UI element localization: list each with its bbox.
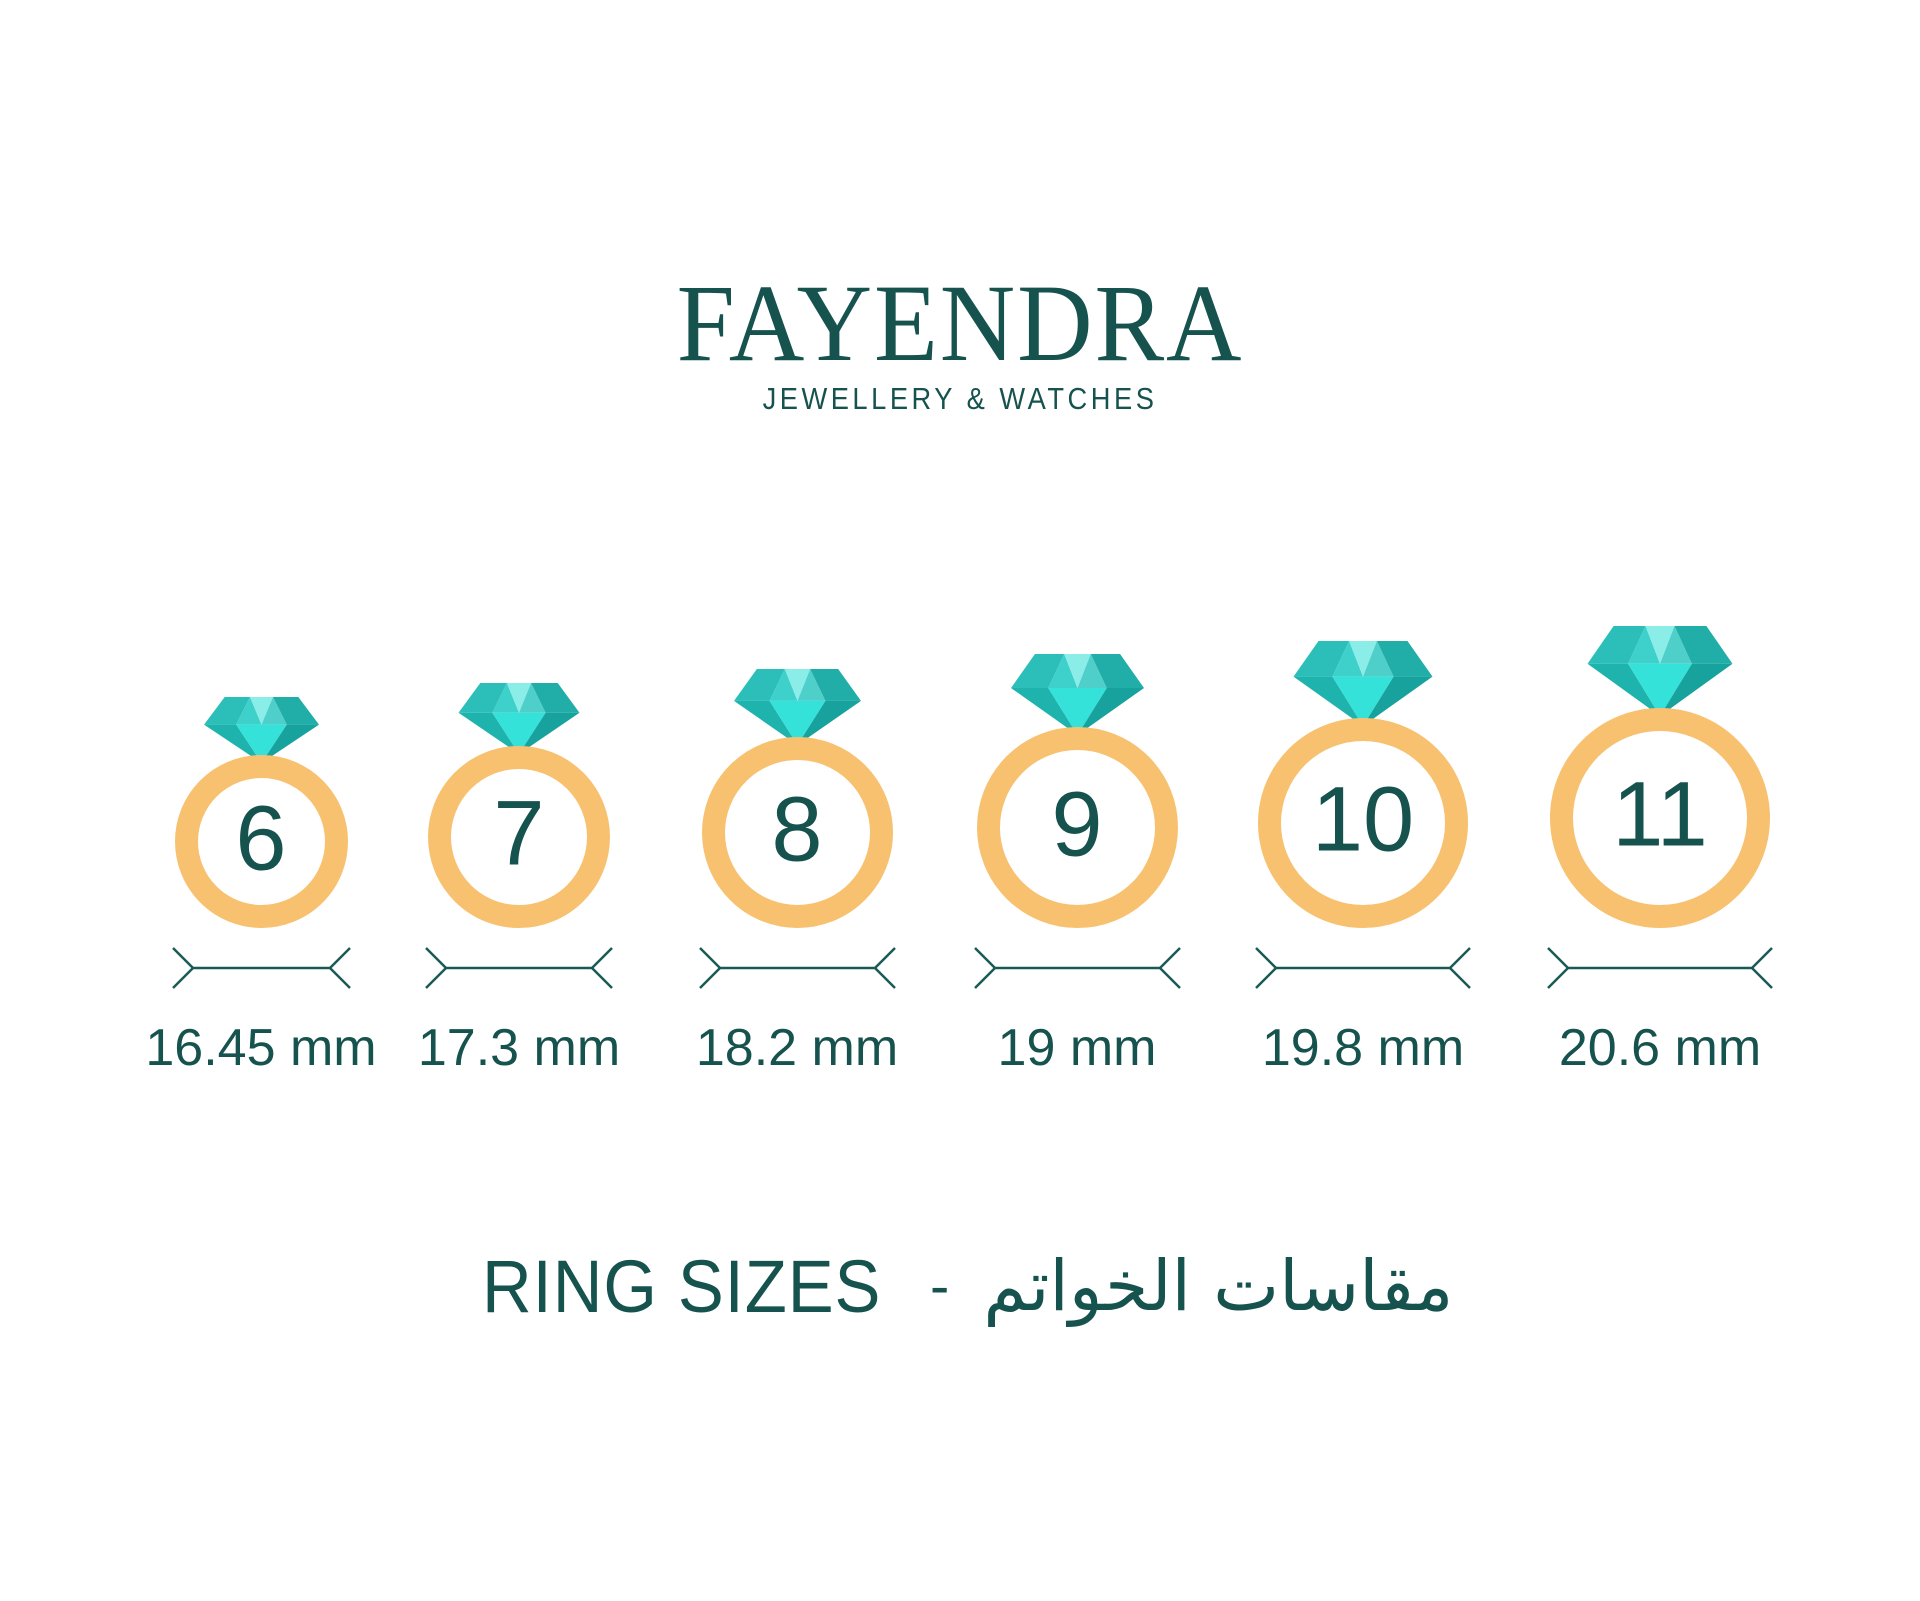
width-label: 20.6 mm (1558, 1019, 1762, 1077)
width-dimension-line (698, 947, 896, 989)
diamond-icon (1587, 626, 1733, 716)
footer-title: RING SIZES - مقاسات الخواتم (0, 1248, 1920, 1325)
ring-size-number: 11 (1612, 763, 1708, 866)
ring-band (428, 746, 610, 928)
width-label: 16.45 mm (145, 1019, 377, 1077)
diamond-icon (1010, 654, 1144, 735)
width-label: 17.3 mm (417, 1019, 621, 1077)
ring-sizes-title-ar: مقاسات الخواتم (983, 1245, 1454, 1327)
ring-band (976, 727, 1178, 928)
ring-size-number: 7 (493, 782, 545, 885)
ring-icon-size-8 (701, 669, 893, 928)
width-dimension-line (425, 947, 613, 989)
width-dimension-line (171, 947, 351, 989)
width-dimension-line (973, 947, 1181, 989)
ring-band (701, 737, 893, 928)
diamond-icon (203, 697, 319, 763)
ring-size-number: 10 (1311, 768, 1415, 871)
ring-icon-size-10 (1258, 641, 1468, 928)
ring-size-number: 9 (1051, 772, 1103, 875)
width-dimension-line (1547, 947, 1773, 989)
ring-band (1550, 708, 1770, 928)
ring-size-number: 8 (771, 777, 823, 880)
width-label: 18.2 mm (695, 1019, 899, 1077)
width-label: 19.8 mm (1261, 1019, 1465, 1077)
ring-icon-size-9 (976, 654, 1178, 928)
ring-size-number: 6 (235, 786, 287, 889)
ring-band (1258, 718, 1468, 928)
brand-logo-text: FAYENDRA (676, 262, 1244, 384)
width-label: 19 mm (997, 1019, 1157, 1077)
ring-icon-size-6 (174, 697, 348, 928)
ring-icon-size-11 (1550, 626, 1770, 928)
diamond-icon (733, 669, 861, 745)
width-dimension-line (1255, 947, 1471, 989)
ring-band (174, 755, 348, 928)
diamond-icon (458, 683, 580, 754)
title-separator: - (930, 1253, 950, 1319)
diamond-icon (1293, 641, 1433, 726)
brand-tagline: JEWELLERY & WATCHES (762, 381, 1158, 416)
ring-sizes-title-en: RING SIZES (481, 1244, 882, 1328)
ring-icon-size-7 (428, 683, 610, 928)
